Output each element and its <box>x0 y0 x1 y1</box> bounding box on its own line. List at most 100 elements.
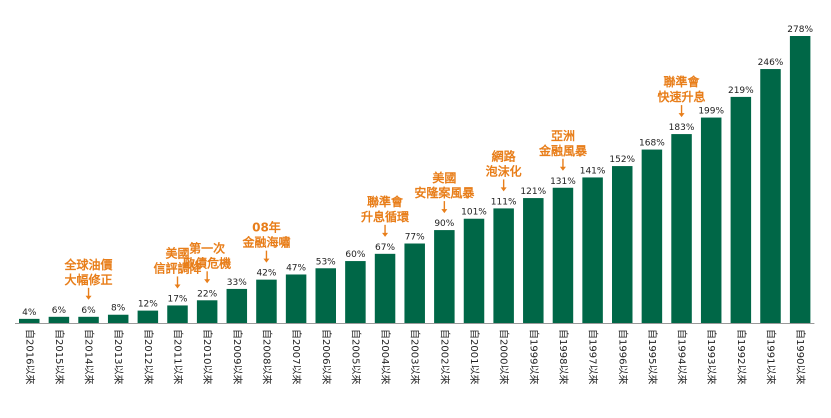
bar-21 <box>642 150 663 323</box>
value-label-21: 168% <box>639 139 665 149</box>
value-label-20: 152% <box>609 155 635 165</box>
bar-4 <box>138 311 159 323</box>
annotation-5-line-0: 美國 <box>432 170 456 185</box>
annotation-4-arrow-head <box>382 233 388 237</box>
bar-26 <box>790 36 811 323</box>
value-label-4: 12% <box>138 300 158 310</box>
annotation-2: 第一次歐債危機 <box>183 240 231 283</box>
annotation-0-arrow-head <box>86 296 92 300</box>
category-label-13: 自2003以來 <box>409 329 422 384</box>
bar-25 <box>760 69 781 323</box>
category-label-22: 自1994以來 <box>676 329 689 384</box>
bar-9 <box>286 274 307 323</box>
category-label-21: 自1995以來 <box>646 329 659 384</box>
bar-5 <box>167 305 188 323</box>
category-label-8: 自2008以來 <box>260 329 273 384</box>
category-label-12: 自2004以來 <box>379 329 392 384</box>
value-label-25: 246% <box>758 58 784 68</box>
bar-19 <box>582 177 603 323</box>
annotation-2-arrow-head <box>204 279 210 283</box>
category-label-17: 自1999以來 <box>527 329 540 384</box>
category-label-18: 自1998以來 <box>557 329 570 384</box>
value-label-18: 131% <box>550 177 576 187</box>
value-label-26: 278% <box>787 25 813 35</box>
value-label-23: 199% <box>698 107 724 117</box>
bar-0 <box>19 319 40 323</box>
value-label-12: 67% <box>375 243 395 253</box>
bar-2 <box>78 317 99 323</box>
annotation-2-line-1: 歐債危機 <box>183 255 231 270</box>
annotation-4-line-1: 升息循環 <box>361 209 410 224</box>
value-label-9: 47% <box>286 263 306 273</box>
category-label-5: 自2011以來 <box>172 329 185 384</box>
category-label-26: 自1990以來 <box>794 329 807 384</box>
category-label-24: 自1992以來 <box>735 329 748 384</box>
category-label-2: 自2014以來 <box>83 329 96 384</box>
value-label-11: 60% <box>345 250 365 260</box>
chart-container: 全球油價 大幅修正 美國 信評調降 第一次 歐債危機 08年 金融海嘯 聯準會 升息循環 美國 安隆案… <box>0 0 831 418</box>
bar-8 <box>256 280 277 323</box>
bar-22 <box>671 134 692 323</box>
annotation-6-arrow-head <box>501 187 507 191</box>
bar-18 <box>553 188 574 323</box>
value-label-2: 6% <box>81 306 96 316</box>
value-label-7: 33% <box>227 278 247 288</box>
category-label-10: 自2006以來 <box>320 329 333 384</box>
category-label-4: 自2012以來 <box>142 329 155 384</box>
value-label-19: 141% <box>580 166 606 176</box>
annotation-7-line-0: 亞洲 <box>551 129 575 143</box>
value-label-14: 90% <box>434 219 454 229</box>
value-label-15: 101% <box>461 208 487 218</box>
annotation-0-line-1: 大幅修正 <box>65 272 113 287</box>
category-label-7: 自2009以來 <box>231 329 244 384</box>
value-label-0: 4% <box>22 308 37 318</box>
value-label-22: 183% <box>669 123 695 133</box>
value-label-13: 77% <box>405 233 425 243</box>
annotation-4-line-0: 聯準會 <box>367 194 404 209</box>
annotation-7-arrow-head <box>560 167 566 171</box>
annotation-3-line-1: 金融海嘯 <box>241 235 290 250</box>
bar-13 <box>404 244 425 323</box>
value-label-6: 22% <box>197 289 217 299</box>
value-label-5: 17% <box>167 294 187 304</box>
category-label-6: 自2010以來 <box>201 329 214 384</box>
category-label-9: 自2007以來 <box>290 329 303 384</box>
annotation-6-line-1: 泡沫化 <box>486 163 522 178</box>
category-label-3: 自2013以來 <box>112 329 125 384</box>
category-label-25: 自1991以來 <box>765 329 778 384</box>
category-label-0: 自2016以來 <box>23 329 36 384</box>
category-label-15: 自2001以來 <box>468 329 481 384</box>
category-label-23: 自1993以來 <box>705 329 718 384</box>
bar-12 <box>375 254 396 323</box>
value-label-10: 53% <box>316 257 336 267</box>
category-labels-layer: 自2016以來 自2015以來 自2014以來 自2013以來 自2012以來 自2011… <box>23 329 807 384</box>
annotation-5-arrow-head <box>441 209 447 213</box>
bar-24 <box>731 97 752 323</box>
value-label-8: 42% <box>256 269 276 279</box>
value-label-3: 8% <box>111 304 126 314</box>
annotation-0-line-0: 全球油價 <box>64 257 114 272</box>
bar-6 <box>197 300 218 323</box>
bar-20 <box>612 166 633 323</box>
category-label-14: 自2002以來 <box>438 329 451 384</box>
bar-7 <box>227 289 248 323</box>
annotation-8-line-0: 聯準會 <box>664 74 701 89</box>
bar-1 <box>49 317 70 323</box>
category-label-16: 自2000以來 <box>498 329 511 384</box>
annotation-5-line-1: 安隆案風暴 <box>414 185 475 200</box>
category-label-11: 自2005以來 <box>349 329 362 384</box>
value-label-16: 111% <box>491 197 517 207</box>
bar-15 <box>464 219 485 323</box>
annotation-3-line-0: 08年 <box>252 220 281 235</box>
value-label-1: 6% <box>52 306 67 316</box>
bar-chart: 全球油價大幅修正美國信評調降第一次歐債危機08年金融海嘯聯準會升息循環美國安隆案… <box>0 0 831 418</box>
bar-14 <box>434 230 455 323</box>
value-label-24: 219% <box>728 86 754 96</box>
bar-3 <box>108 315 129 323</box>
annotation-1-arrow-head <box>175 284 181 288</box>
